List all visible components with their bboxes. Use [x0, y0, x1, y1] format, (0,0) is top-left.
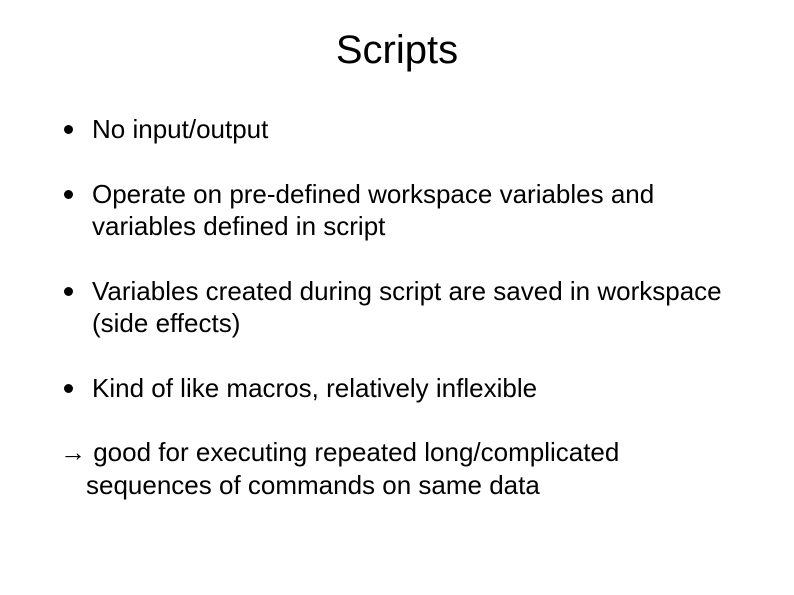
slide: Scripts No input/output Operate on pre-d…: [0, 0, 794, 595]
list-item: Kind of like macros, relatively inflexib…: [60, 372, 734, 405]
bullet-list: No input/output Operate on pre-defined w…: [60, 113, 734, 404]
list-item: Operate on pre-defined workspace variabl…: [60, 178, 734, 243]
list-item: Variables created during script are save…: [60, 275, 734, 340]
list-item: No input/output: [60, 113, 734, 146]
slide-title: Scripts: [40, 28, 754, 73]
conclusion-text: → good for executing repeated long/compl…: [86, 436, 734, 501]
